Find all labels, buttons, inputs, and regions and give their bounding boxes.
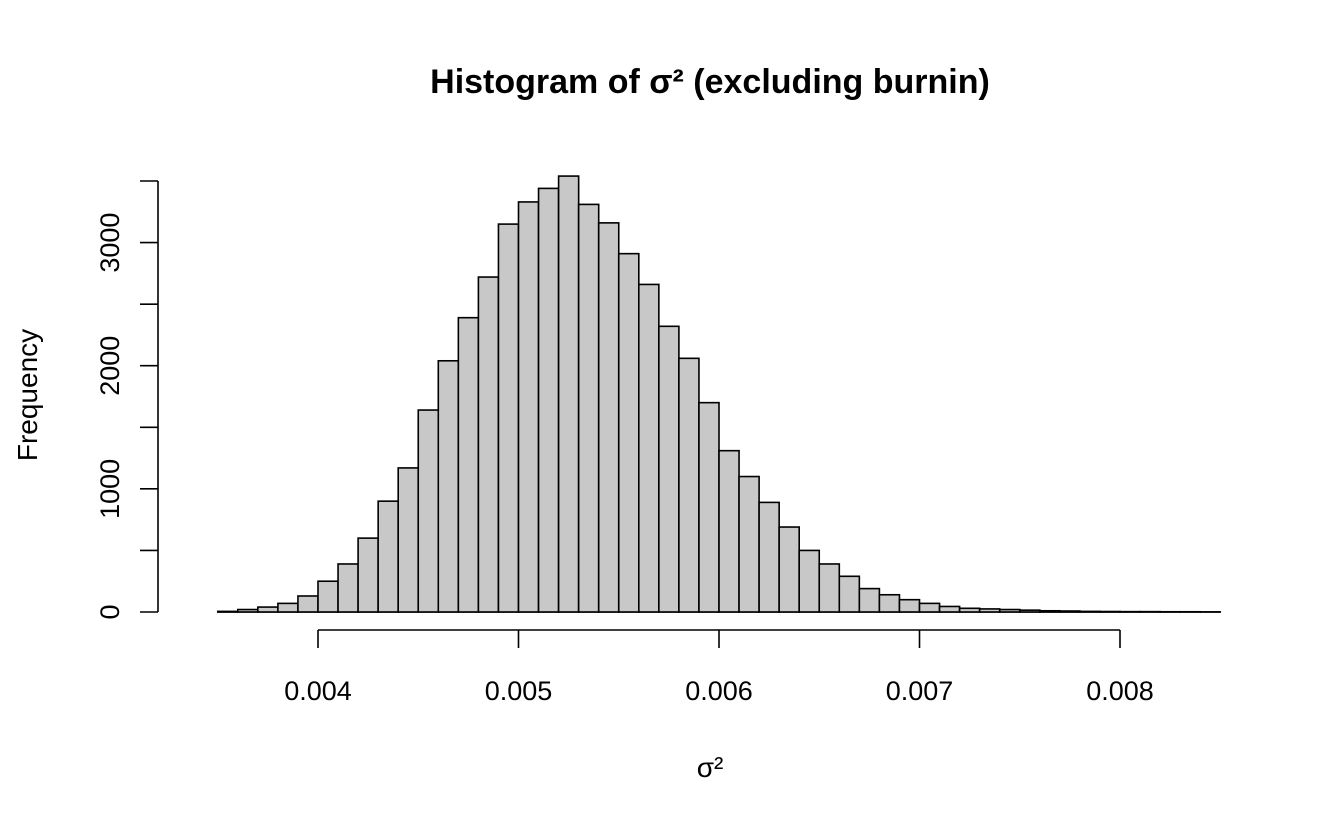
histogram-bar	[637, 283, 660, 613]
chart-title: Histogram of σ² (excluding burnin)	[430, 63, 990, 101]
histogram-bar	[497, 223, 520, 613]
histogram-bar	[617, 252, 640, 613]
histogram-bar	[998, 608, 1021, 613]
y-axis-label: Frequency	[12, 329, 43, 461]
histogram-bar	[297, 595, 319, 613]
histogram-bar	[1018, 609, 1041, 613]
histogram-bar	[417, 409, 440, 613]
histogram-bar	[858, 587, 881, 613]
histogram-bar	[457, 316, 480, 613]
x-tick-label: 0.007	[886, 676, 954, 706]
x-tick-label: 0.006	[685, 676, 753, 706]
histogram-bar	[818, 563, 841, 613]
x-axis-label: σ²	[697, 752, 724, 783]
histogram-bar	[377, 500, 399, 613]
y-tick-label: 0	[95, 604, 125, 619]
histogram-bar	[918, 602, 941, 613]
histogram-bar	[938, 605, 961, 613]
histogram-bar	[517, 201, 540, 613]
histogram-bar	[277, 602, 299, 613]
histogram-bar	[658, 325, 680, 613]
histogram-bar	[718, 449, 740, 613]
histogram-bar	[477, 276, 500, 613]
histogram-bar	[537, 187, 560, 613]
histogram-bar	[557, 175, 580, 613]
x-tick-label: 0.008	[1086, 676, 1154, 706]
y-axis: 0 1000 2000 3000	[95, 180, 159, 620]
histogram-bar	[577, 203, 600, 613]
histogram-bar	[778, 526, 801, 613]
histogram-bars	[216, 175, 1222, 613]
y-tick-label: 2000	[95, 336, 125, 396]
x-tick-label: 0.004	[284, 676, 352, 706]
y-tick-label: 3000	[95, 213, 125, 273]
histogram-bar	[437, 359, 460, 613]
histogram-bar	[1039, 609, 1061, 613]
histogram-bar	[898, 598, 921, 613]
histogram-bar	[678, 357, 700, 613]
histogram-bar	[1059, 610, 1081, 613]
histogram-bar	[397, 467, 420, 613]
histogram-bar	[758, 501, 780, 613]
histogram-bar	[357, 537, 379, 613]
histogram-bar	[317, 580, 339, 613]
histogram-bar	[878, 593, 901, 613]
histogram-bar	[698, 401, 720, 613]
histogram-bar	[216, 610, 239, 613]
histogram-bar	[1079, 610, 1101, 613]
histogram-bar	[958, 607, 981, 613]
x-axis: 0.004 0.005 0.006 0.007 0.008	[284, 629, 1154, 706]
histogram-bar	[978, 608, 1001, 613]
histogram-bar	[838, 575, 861, 613]
histogram-bar	[257, 606, 279, 613]
histogram-bar	[597, 222, 620, 613]
y-tick-label: 1000	[95, 459, 125, 519]
x-tick-label: 0.005	[485, 676, 553, 706]
histogram-bar	[237, 608, 259, 613]
histogram-bar	[798, 549, 821, 613]
histogram-bar	[738, 475, 760, 613]
histogram-bar	[337, 563, 359, 613]
